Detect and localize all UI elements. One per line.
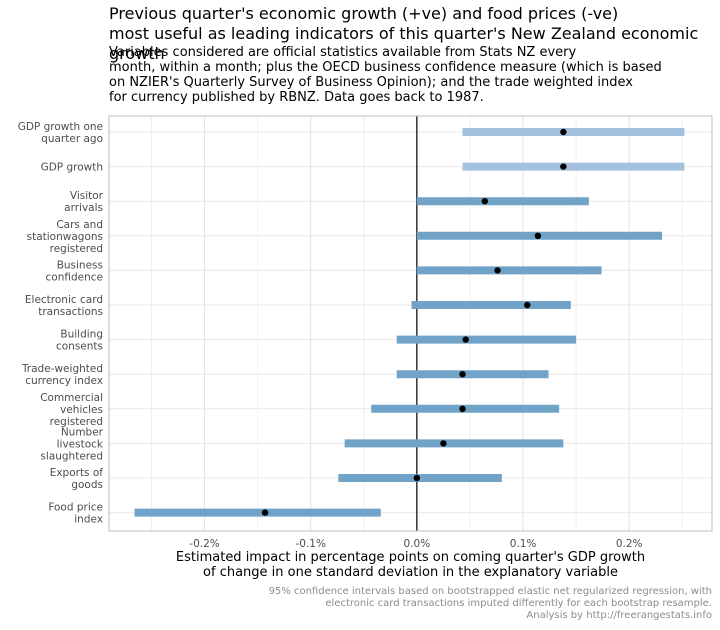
category-label: Visitor arrivals: [64, 190, 104, 214]
estimate-point: [481, 198, 489, 205]
estimate-point: [459, 405, 466, 412]
estimate-point: [261, 509, 269, 516]
category-label: Trade-weighted currency index: [21, 363, 103, 387]
x-tick-label: -0.2%: [189, 538, 219, 550]
x-axis-title: Estimated impact in percentage points on…: [175, 550, 646, 580]
category-label: Electronic card transactions: [25, 294, 103, 318]
estimate-points: [261, 128, 567, 516]
category-label: Number livestock slaughtered: [40, 426, 104, 462]
chart-subtitle: Variables considered are official statis…: [109, 45, 662, 105]
category-label: Commercial vehicles registered: [40, 392, 103, 428]
chart-caption: 95% confidence intervals based on bootst…: [268, 586, 712, 621]
estimate-point: [462, 336, 469, 343]
y-axis-labels: GDP growth one quarter ago GDP growth Visit…: [18, 121, 104, 526]
estimate-point: [413, 474, 421, 482]
estimate-point: [534, 232, 542, 239]
estimate-point: [524, 301, 531, 309]
plot-panel: [108, 115, 713, 532]
estimate-point: [440, 440, 447, 447]
estimate-point: [560, 128, 567, 136]
category-label: GDP growth one quarter ago: [18, 121, 103, 145]
category-label: Food price index: [48, 502, 103, 526]
interval-bars: [134, 128, 685, 517]
category-label: Business confidence: [46, 259, 103, 283]
estimate-point: [560, 163, 567, 170]
x-tick-label: 0.0%: [404, 538, 431, 550]
chart-title: Previous quarter's economic growth (+ve)…: [109, 4, 699, 63]
category-label: Building consents: [56, 329, 103, 353]
category-label: GDP growth: [41, 162, 103, 174]
x-axis-ticks: -0.2% -0.1% 0.0% 0.1% 0.2%: [189, 538, 642, 550]
estimate-point: [459, 371, 466, 378]
gridlines: [109, 116, 712, 531]
x-tick-label: 0.1%: [510, 538, 537, 550]
category-label: Exports of goods: [50, 467, 104, 491]
x-tick-label: 0.2%: [616, 538, 643, 550]
estimate-point: [494, 267, 501, 274]
category-label: Cars and stationwagons registered: [27, 219, 103, 255]
x-tick-label: -0.1%: [295, 538, 325, 550]
